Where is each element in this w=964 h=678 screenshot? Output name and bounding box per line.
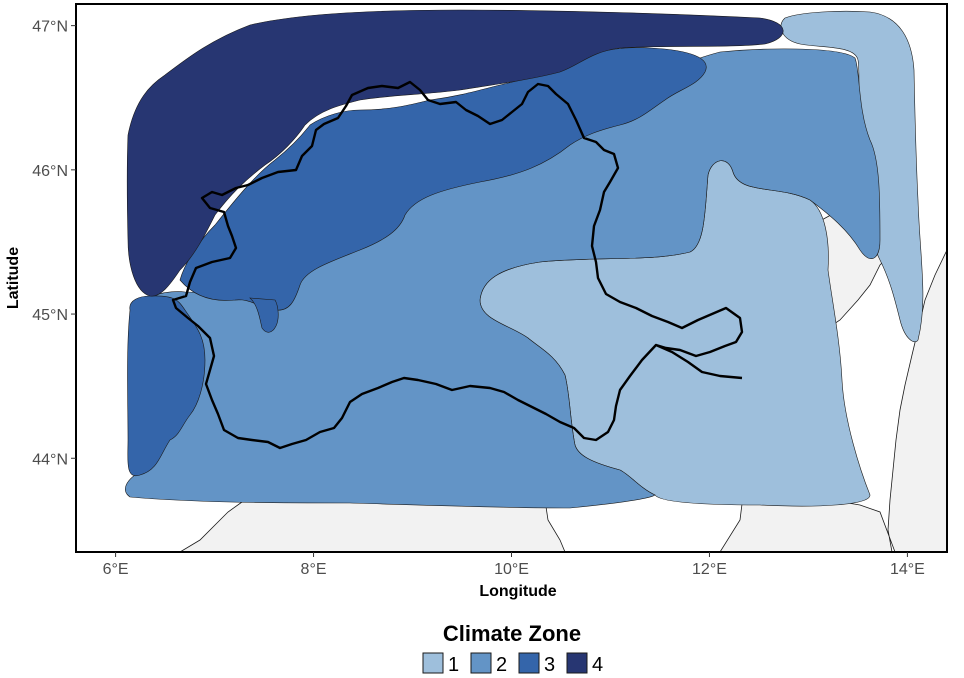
x-tick-label: 6°E <box>103 561 129 578</box>
y-tick-label: 47°N <box>32 19 68 36</box>
zone-3-notch <box>249 297 279 333</box>
x-tick-label: 12°E <box>692 561 727 578</box>
x-axis-title: Longitude <box>479 583 556 600</box>
legend: Climate Zone 1 2 3 4 <box>422 621 603 676</box>
legend-swatch-4 <box>566 652 588 674</box>
administrative-boundary <box>171 80 744 450</box>
legend-label-4: 4 <box>592 654 603 676</box>
legend-label-1: 1 <box>448 654 459 676</box>
x-tick-label: 8°E <box>301 561 327 578</box>
map-panel <box>125 9 947 552</box>
y-axis-title: Latitude <box>5 247 22 309</box>
y-tick-label: 45°N <box>32 307 68 324</box>
zone-1-region-east <box>780 10 924 343</box>
zone-4-region <box>126 9 784 297</box>
y-axis-ticks: 44°N 45°N 46°N 47°N <box>32 19 76 468</box>
legend-label-2: 2 <box>496 654 507 676</box>
legend-title: Climate Zone <box>443 621 581 646</box>
legend-swatch-1 <box>422 652 444 674</box>
x-axis-ticks: 6°E 8°E 10°E 12°E 14°E <box>103 552 925 578</box>
x-tick-label: 10°E <box>494 561 529 578</box>
zone-3-region-north <box>179 47 707 311</box>
legend-swatch-3 <box>518 652 540 674</box>
legend-label-3: 3 <box>544 654 555 676</box>
zone-3-region-west <box>127 295 206 477</box>
x-tick-label: 14°E <box>890 561 925 578</box>
legend-swatch-2 <box>470 652 492 674</box>
legend-entries: 1 2 3 4 <box>422 652 603 676</box>
y-tick-label: 46°N <box>32 163 68 180</box>
y-tick-label: 44°N <box>32 451 68 468</box>
